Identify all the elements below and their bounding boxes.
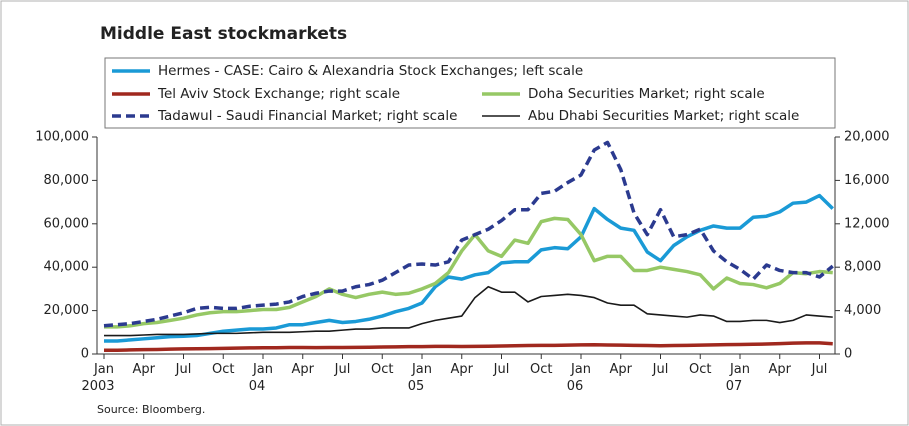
- y-tick-label: 60,000: [44, 216, 90, 231]
- legend-label: Tadawul - Saudi Financial Market; right …: [157, 108, 457, 124]
- y2-tick-label: 8,000: [844, 260, 881, 275]
- x-tick-label-line: 04: [249, 379, 266, 394]
- series-line: [104, 216, 833, 329]
- x-tick-label-line: Oct: [530, 362, 552, 377]
- x-tick-label-line: 2003: [81, 379, 114, 394]
- x-tick-label: Jan 2003: [81, 362, 114, 394]
- x-tick-label-line: Jan: [570, 362, 591, 377]
- x-tick-label-line: 06: [567, 379, 584, 394]
- x-tick-label-line: Jul: [175, 362, 192, 377]
- series-line: [104, 341, 833, 352]
- y-tick-label: 80,000: [44, 173, 90, 188]
- x-tick-label: Oct: [371, 362, 393, 377]
- legend-label: Abu Dhabi Securities Market; right scale: [528, 108, 799, 124]
- x-tick-label-line: Jul: [652, 362, 669, 377]
- legend-box: [104, 57, 836, 129]
- x-tick-label-line: Apr: [133, 362, 156, 377]
- x-tick-label: Jul: [334, 362, 351, 377]
- x-tick-label-line: Jul: [334, 362, 351, 377]
- x-tick-label-line: Oct: [689, 362, 711, 377]
- y2-tick-label: 16,000: [844, 173, 890, 188]
- x-tick-label-line: Apr: [292, 362, 315, 377]
- x-tick-label: Apr: [133, 362, 156, 377]
- x-tick-label-line: Jan: [729, 362, 750, 377]
- y2-tick-label: 12,000: [844, 216, 890, 231]
- x-tick-label-line: Oct: [371, 362, 393, 377]
- x-tick-label-line: Apr: [769, 362, 792, 377]
- series-line: [104, 285, 833, 337]
- y-tick-label: 0: [81, 347, 89, 362]
- x-tick-label: Apr: [292, 362, 315, 377]
- legend-label: Tel Aviv Stock Exchange; right scale: [157, 86, 400, 102]
- x-tick-label: Jul: [652, 362, 669, 377]
- y2-tick-label: 4,000: [844, 303, 881, 318]
- y2-tick-label: 20,000: [844, 130, 890, 145]
- x-tick-label-line: Jul: [493, 362, 510, 377]
- y-tick-label: 40,000: [44, 260, 90, 275]
- x-tick-label: Apr: [451, 362, 474, 377]
- series-line: [103, 140, 834, 328]
- x-tick-label-line: Apr: [451, 362, 474, 377]
- y-tick-label: 20,000: [44, 303, 90, 318]
- x-tick-label: Jan 04: [249, 362, 273, 394]
- x-tick-label: Oct: [689, 362, 711, 377]
- x-tick-label: Apr: [610, 362, 633, 377]
- x-tick-label-line: Apr: [610, 362, 633, 377]
- x-tick-label-line: Jan: [93, 362, 114, 377]
- x-tick-label-line: 05: [408, 379, 425, 394]
- x-tick-label: Apr: [769, 362, 792, 377]
- x-tick-label: Oct: [530, 362, 552, 377]
- x-tick-label-line: Jul: [811, 362, 828, 377]
- x-tick-label-line: Oct: [212, 362, 234, 377]
- x-tick-label: Jan 05: [408, 362, 432, 394]
- x-tick-label: Jan 07: [726, 362, 750, 394]
- x-tick-label-line: 07: [726, 379, 743, 394]
- x-tick-label-line: Jan: [252, 362, 273, 377]
- series-line: [104, 193, 834, 343]
- y-tick-label: 100,000: [35, 130, 89, 145]
- chart-title: Middle East stockmarkets: [100, 24, 347, 44]
- x-tick-label: Oct: [212, 362, 234, 377]
- legend-label: Hermes - CASE: Cairo & Alexandria Stock …: [158, 63, 583, 79]
- source: Source: Bloomberg.: [97, 403, 205, 416]
- x-tick-label: Jan 06: [567, 362, 591, 394]
- x-tick-label: Jul: [811, 362, 828, 377]
- x-tick-label: Jul: [493, 362, 510, 377]
- y2-tick-label: 0: [844, 347, 852, 362]
- legend-label: Doha Securities Market; right scale: [528, 86, 765, 102]
- x-tick-label-line: Jan: [411, 362, 432, 377]
- x-tick-label: Jul: [175, 362, 192, 377]
